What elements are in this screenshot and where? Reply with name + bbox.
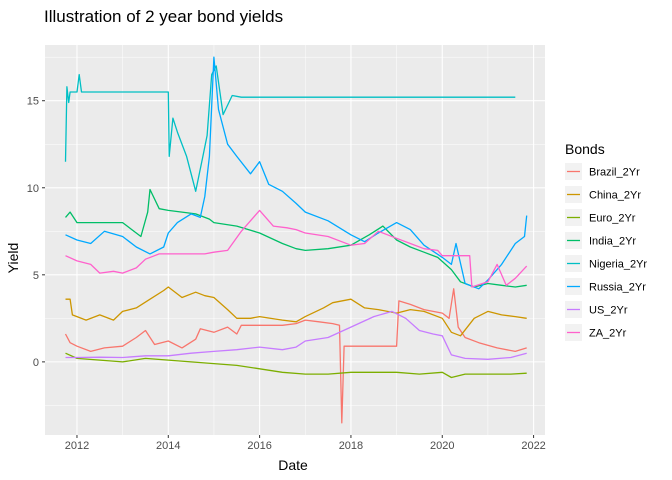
- x-axis: 2012 2014 2016 2018 2020 2022: [65, 435, 546, 452]
- x-tick-label: 2018: [339, 440, 363, 452]
- plot-panel: [45, 45, 545, 435]
- series-line-euro-2yr: [65, 352, 527, 379]
- y-tick-label: 10: [27, 183, 39, 195]
- series-line-us-2yr: [65, 310, 527, 360]
- x-tick-label: 2014: [156, 440, 180, 452]
- y-axis: 0 5 10 15: [27, 96, 45, 369]
- series-line-china-2yr: [65, 286, 527, 337]
- x-axis-title: Date: [278, 457, 308, 473]
- series-line-nigeria-2yr: [64, 65, 516, 192]
- x-tick-label: 2012: [65, 440, 89, 452]
- legend: Bonds Brazil_2Yr China_2Yr Euro_2Yr India_2…: [565, 141, 647, 341]
- series-line-india-2yr: [65, 188, 527, 288]
- legend-label: India_2Yr: [589, 236, 636, 248]
- chart-title: Illustration of 2 year bond yields: [44, 7, 283, 26]
- series-line-brazil-2yr: [64, 288, 527, 424]
- minor-gridlines: [45, 45, 545, 435]
- series-line-za-2yr: [65, 209, 528, 288]
- legend-label: China_2Yr: [589, 190, 641, 202]
- y-tick-label: 15: [27, 96, 39, 108]
- legend-label: Nigeria_2Yr: [589, 259, 647, 271]
- series-layer: [64, 56, 528, 424]
- y-tick-label: 5: [33, 270, 39, 282]
- x-tick-label: 2022: [521, 440, 545, 452]
- legend-title: Bonds: [565, 141, 605, 157]
- y-tick-label: 0: [33, 357, 39, 369]
- y-axis-title: Yield: [5, 243, 21, 274]
- x-tick-label: 2020: [430, 440, 454, 452]
- legend-label: Brazil_2Yr: [589, 167, 640, 179]
- x-tick-label: 2016: [247, 440, 271, 452]
- series-line-russia-2yr: [65, 56, 528, 290]
- legend-label: Russia_2Yr: [589, 282, 646, 294]
- legend-label: US_2Yr: [589, 305, 628, 317]
- legend-label: Euro_2Yr: [589, 213, 636, 225]
- legend-label: ZA_2Yr: [589, 328, 627, 340]
